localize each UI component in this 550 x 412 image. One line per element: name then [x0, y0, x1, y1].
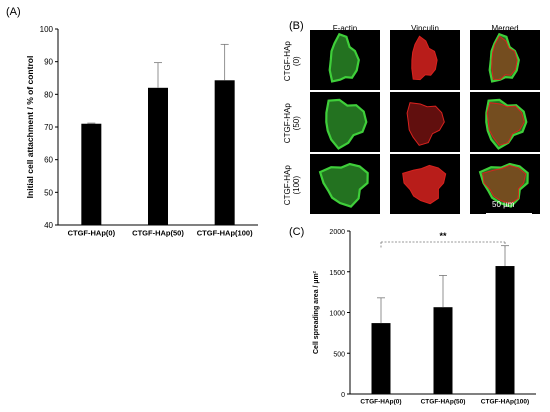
- row-header-line: CTGF-HAp: [282, 165, 292, 206]
- micrograph-image: [325, 98, 368, 150]
- vinculin-signal: [486, 102, 525, 146]
- f-actin-signal: [325, 98, 368, 150]
- panel-a-label: (A): [6, 6, 21, 18]
- micrograph-image: [485, 98, 528, 150]
- scale-bar: [486, 213, 532, 215]
- chart-c-y-tick-label: 500: [333, 351, 345, 358]
- row-header: CTGF-HAp (0): [283, 31, 301, 91]
- chart-a-category-label: CTGF-HAp(50): [132, 229, 184, 238]
- chart-a-y-tick-label: 50: [44, 188, 53, 197]
- vinculin-signal: [411, 35, 438, 81]
- micrograph-image: [478, 162, 529, 208]
- chart-c-y-axis-label: Cell spreading area / µm²: [313, 270, 320, 354]
- micrograph-image: [488, 32, 520, 83]
- chart-a-y-tick-label: 40: [44, 221, 53, 230]
- chart-c-bar: [495, 266, 515, 394]
- chart-c-category-label: CTGF-HAp(50): [421, 399, 466, 406]
- vinculin-signal: [406, 102, 445, 146]
- micrograph-vinculin: [390, 92, 460, 152]
- chart-c: 0 500 1000 1500 2000 Cell spreading area / µm…: [313, 229, 536, 406]
- chart-a-category-label: CTGF-HAp(100): [197, 229, 253, 238]
- chart-a-y-tick-label: 60: [44, 156, 53, 165]
- micrograph-image: [411, 35, 438, 81]
- chart-c-bar: [433, 307, 453, 394]
- chart-a: 40 50 60 70 80 90 100 Initial cell attachment /…: [25, 25, 258, 238]
- row-header-line: (100): [292, 175, 301, 195]
- micrograph-image: [318, 162, 369, 208]
- micrograph-vinculin: [390, 30, 460, 90]
- chart-a-category-label: CTGF-HAp(0): [68, 229, 116, 238]
- micrograph-grid: F-actin Vinculin Merged: [310, 24, 540, 222]
- micrograph-f-actin: [310, 154, 380, 214]
- row-header-line: (0): [292, 56, 301, 67]
- micrograph-merged: [470, 154, 540, 214]
- panel-c-label: (C): [289, 226, 305, 238]
- row-header-line: CTGF-HAp: [282, 41, 292, 82]
- column-header-vinculin: Vinculin: [411, 24, 439, 33]
- f-actin-signal: [488, 32, 520, 83]
- row-header-line: CTGF-HAp: [282, 103, 292, 144]
- micrograph-image: [402, 164, 447, 205]
- f-actin-signal: [318, 162, 369, 208]
- row-header: CTGF-HAp (50): [283, 93, 301, 153]
- significance-label: **: [439, 231, 447, 241]
- micrograph-vinculin: [390, 154, 460, 214]
- micrograph-image: [406, 102, 445, 146]
- chart-a-bar: [148, 87, 168, 225]
- chart-c-category-label: CTGF-HAp(0): [360, 399, 401, 406]
- chart-a-y-tick-label: 70: [44, 123, 53, 132]
- chart-a-y-tick-label: 100: [40, 25, 54, 34]
- f-actin-signal: [328, 32, 360, 83]
- chart-a-bar: [81, 123, 102, 225]
- chart-c-y-tick-label: 0: [341, 392, 345, 399]
- micrograph-f-actin: [310, 30, 380, 90]
- scale-bar-label: 50 µm: [492, 200, 515, 209]
- row-header-line: (50): [292, 116, 301, 131]
- vinculin-signal: [402, 164, 447, 205]
- micrograph-merged: [470, 30, 540, 90]
- micrograph-merged: [470, 92, 540, 152]
- panel-b-label: (B): [289, 20, 304, 32]
- column-header-f-actin: F-actin: [332, 24, 358, 33]
- chart-a-y-axis-label: Initial cell attachment / % of control: [25, 56, 35, 199]
- chart-a-y-tick-label: 80: [44, 90, 53, 99]
- chart-a-y-tick-label: 90: [44, 58, 53, 67]
- micrograph-image: [328, 32, 360, 83]
- vinculin-signal: [491, 35, 518, 81]
- chart-c-y-tick-label: 1500: [329, 270, 345, 277]
- chart-c-bar: [371, 323, 391, 394]
- chart-c-category-label: CTGF-HAp(100): [481, 399, 529, 406]
- micrograph-f-actin: [310, 92, 380, 152]
- row-header: CTGF-HAp (100): [283, 155, 301, 215]
- f-actin-signal: [485, 98, 528, 150]
- column-header-merged: Merged: [491, 24, 519, 33]
- chart-c-y-tick-label: 2000: [329, 229, 345, 236]
- chart-c-y-tick-label: 1000: [329, 311, 345, 318]
- chart-a-bar: [214, 80, 235, 225]
- vinculin-signal: [482, 164, 527, 205]
